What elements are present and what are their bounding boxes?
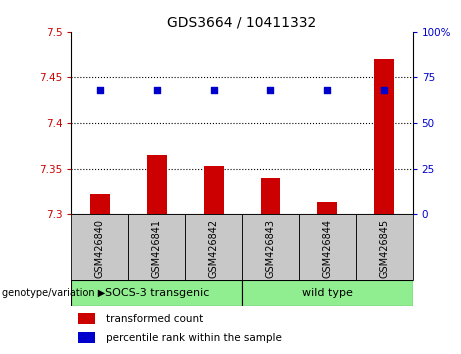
Text: GSM426844: GSM426844 xyxy=(322,219,332,278)
Bar xyxy=(260,178,280,214)
Title: GDS3664 / 10411332: GDS3664 / 10411332 xyxy=(167,15,317,29)
Point xyxy=(153,87,160,93)
Bar xyxy=(128,214,185,280)
Bar xyxy=(78,332,95,343)
Text: GSM426842: GSM426842 xyxy=(208,219,219,278)
Point xyxy=(210,87,217,93)
Bar xyxy=(242,214,299,280)
Point xyxy=(96,87,104,93)
Bar xyxy=(78,313,95,324)
Text: GSM426845: GSM426845 xyxy=(379,219,389,278)
Bar xyxy=(147,155,167,214)
Text: GSM426843: GSM426843 xyxy=(266,219,276,278)
Bar xyxy=(317,202,337,214)
Bar xyxy=(242,280,413,306)
Text: genotype/variation ▶: genotype/variation ▶ xyxy=(2,288,106,298)
Point xyxy=(380,87,388,93)
Bar xyxy=(204,166,224,214)
Text: SOCS-3 transgenic: SOCS-3 transgenic xyxy=(105,288,209,298)
Point xyxy=(324,87,331,93)
Bar xyxy=(71,214,128,280)
Text: percentile rank within the sample: percentile rank within the sample xyxy=(106,332,282,343)
Bar xyxy=(90,194,110,214)
Text: wild type: wild type xyxy=(302,288,353,298)
Point xyxy=(267,87,274,93)
Text: transformed count: transformed count xyxy=(106,314,203,324)
Text: GSM426840: GSM426840 xyxy=(95,219,105,278)
Bar xyxy=(374,59,394,214)
Text: GSM426841: GSM426841 xyxy=(152,219,162,278)
Bar xyxy=(356,214,413,280)
Bar xyxy=(71,280,242,306)
Bar xyxy=(299,214,356,280)
Bar xyxy=(185,214,242,280)
